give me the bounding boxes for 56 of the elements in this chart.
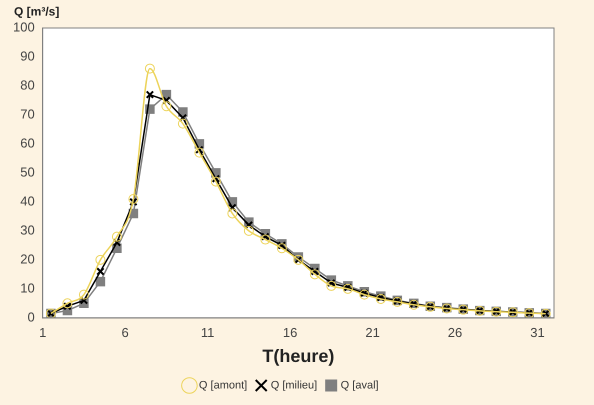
point <box>310 267 320 276</box>
legend-label: Q [amont] <box>198 380 248 392</box>
point <box>310 269 320 280</box>
y-tick-label: 40 <box>20 193 35 208</box>
point <box>244 220 254 230</box>
point <box>260 234 270 245</box>
point <box>62 298 72 308</box>
point <box>261 232 270 241</box>
point <box>128 194 138 204</box>
point <box>80 296 88 305</box>
y-tick-label: 60 <box>20 136 35 150</box>
y-tick-label: 10 <box>20 280 35 296</box>
point <box>63 302 72 310</box>
point <box>178 118 188 129</box>
y-tick-label: 70 <box>20 106 35 122</box>
point <box>112 238 122 247</box>
x-tick-label: 21 <box>365 325 380 340</box>
point <box>227 208 238 218</box>
point <box>195 146 204 154</box>
point <box>144 64 155 74</box>
y-tick-label: 100 <box>12 20 35 35</box>
point <box>162 96 171 105</box>
point <box>129 198 138 206</box>
point <box>194 148 204 158</box>
x-tick-label: 11 <box>200 325 214 340</box>
point <box>146 90 154 99</box>
y-tick-label: 30 <box>20 222 35 238</box>
y-axis-title: Q [m³/s] <box>14 4 60 18</box>
point <box>95 254 106 265</box>
point <box>228 203 237 212</box>
point <box>276 243 287 254</box>
point <box>210 176 221 187</box>
point <box>112 232 122 242</box>
x-tick-label: 31 <box>530 325 545 340</box>
x-tick-label: 1 <box>39 325 46 340</box>
y-tick-label: 0 <box>27 309 35 324</box>
point <box>359 290 370 300</box>
point <box>178 114 188 122</box>
point <box>327 278 336 288</box>
point <box>212 174 220 183</box>
y-tick-label: 50 <box>20 164 35 180</box>
legend-label: Q [aval] <box>340 380 379 392</box>
y-tick-label: 90 <box>20 48 35 64</box>
point <box>96 267 105 276</box>
x-tick-label: 6 <box>122 325 129 340</box>
point <box>161 101 172 112</box>
point <box>78 290 89 300</box>
x-tick-label: 16 <box>282 325 298 340</box>
point <box>244 226 254 236</box>
y-tick-label: 80 <box>20 78 35 93</box>
legend-label: Q [milieu] <box>270 380 318 392</box>
x-axis-title: T(heure) <box>262 346 334 366</box>
point <box>96 276 106 286</box>
point <box>326 280 336 291</box>
y-tick-label: 20 <box>20 251 35 266</box>
x-tick-label: 26 <box>448 325 462 340</box>
